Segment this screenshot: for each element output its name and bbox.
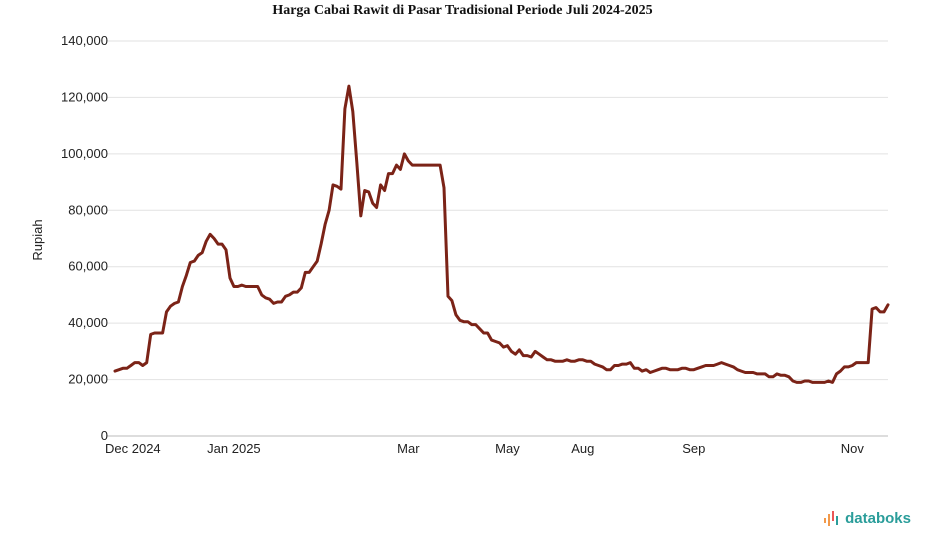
x-tick-label: May xyxy=(495,441,520,456)
x-axis-ticks: Dec 2024 Jan 2025 Mar May Aug Sep Nov xyxy=(105,441,864,456)
y-tick-label: 120,000 xyxy=(61,89,108,104)
x-tick-label: Dec 2024 xyxy=(105,441,161,456)
y-axis-ticks: 0 20,000 40,000 60,000 80,000 100,000 120,000 1… xyxy=(61,33,108,443)
gridlines xyxy=(107,40,888,437)
x-tick-label: Nov xyxy=(841,441,865,456)
y-tick-label: 100,000 xyxy=(61,146,108,161)
y-tick-label: 0 xyxy=(101,428,108,443)
chart-title: Harga Cabai Rawit di Pasar Tradisional P… xyxy=(272,3,653,18)
y-tick-label: 20,000 xyxy=(68,372,108,387)
y-tick-label: 40,000 xyxy=(68,315,108,330)
series-line xyxy=(113,84,890,384)
y-tick-label: 60,000 xyxy=(68,259,108,274)
x-tick-label: Sep xyxy=(682,441,705,456)
x-tick-label: Mar xyxy=(397,441,420,456)
brand-logo: databoks xyxy=(824,510,911,527)
x-tick-label: Jan 2025 xyxy=(207,441,261,456)
x-tick-label: Aug xyxy=(571,441,594,456)
y-axis-label: Rupiah xyxy=(30,219,45,260)
databoks-logo-icon xyxy=(824,510,839,526)
y-tick-label: 140,000 xyxy=(61,33,108,48)
y-tick-label: 80,000 xyxy=(68,202,108,217)
brand-name: databoks xyxy=(845,510,911,527)
